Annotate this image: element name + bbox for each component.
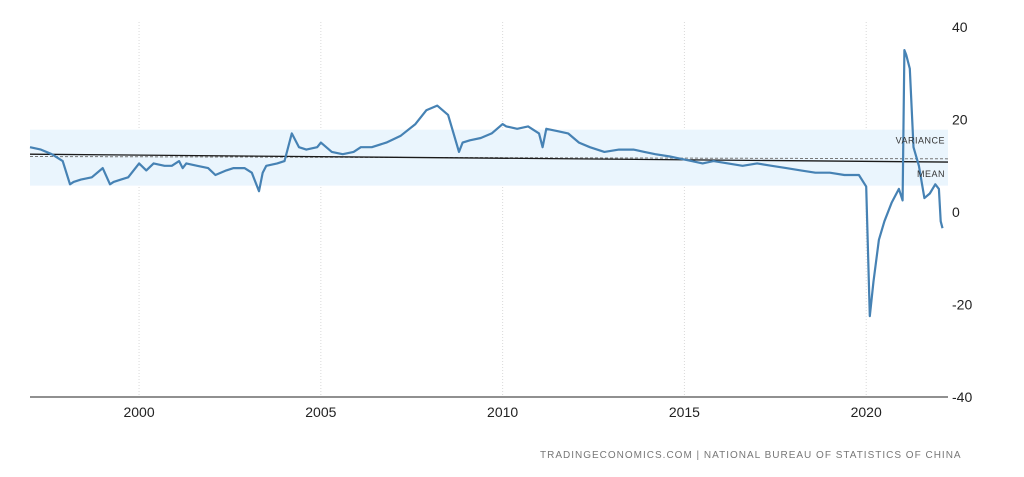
vertical-grid bbox=[138, 22, 867, 397]
x-tick-2015: 2015 bbox=[669, 404, 700, 420]
y-tick--40: -40 bbox=[952, 389, 972, 405]
source-attribution: TRADINGECONOMICS.COM | NATIONAL BUREAU O… bbox=[540, 450, 962, 461]
x-tick-2005: 2005 bbox=[305, 404, 336, 420]
variance-label: VARIANCE bbox=[896, 136, 945, 146]
variance-dashed-line bbox=[29, 156, 949, 160]
y-tick-40: 40 bbox=[952, 19, 968, 35]
y-tick-20: 20 bbox=[952, 112, 968, 128]
y-tick-0: 0 bbox=[952, 204, 960, 220]
y-tick-labels: 40 20 0 -20 -40 bbox=[952, 19, 972, 405]
x-tick-2020: 2020 bbox=[851, 404, 882, 420]
mean-line bbox=[29, 153, 949, 163]
y-tick--20: -20 bbox=[952, 297, 972, 313]
series-line bbox=[29, 48, 944, 318]
x-tick-2000: 2000 bbox=[123, 404, 154, 420]
x-tick-labels: 2000 2005 2010 2015 2020 bbox=[123, 404, 881, 420]
x-tick-2010: 2010 bbox=[487, 404, 518, 420]
mean-label: MEAN bbox=[917, 169, 945, 179]
